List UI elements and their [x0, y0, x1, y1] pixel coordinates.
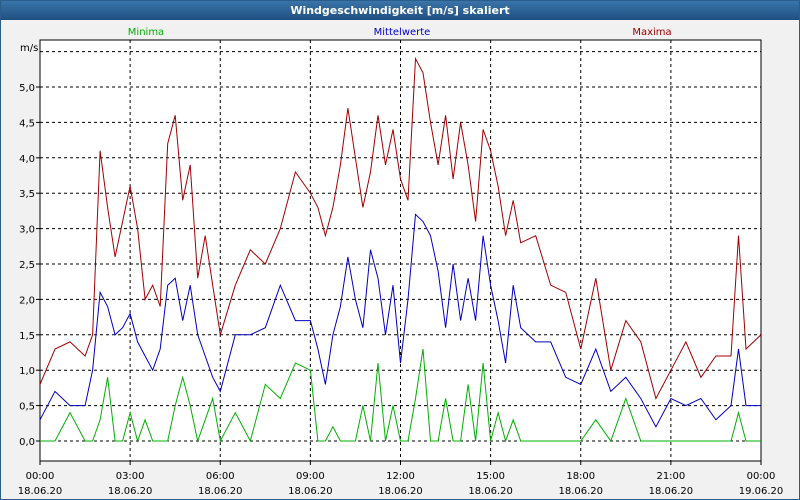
x-tick-date-label: 18.06.20: [198, 486, 243, 497]
y-tick-label: 0,0: [19, 437, 35, 448]
y-axis: m/s 0,0 0,5 1,0 1,5 2,0 2,5 3,0 3,5 4,0 4,5 5,0: [19, 43, 40, 448]
x-tick-time-label: 06:00: [206, 471, 235, 482]
x-tick-time-label: 18:00: [566, 471, 595, 482]
x-tick-date-label: 18.06.20: [378, 486, 423, 497]
y-tick-label: 5,0: [19, 83, 35, 94]
y-axis-unit-label: m/s: [20, 43, 38, 54]
legend-entry-minima: Minima: [128, 27, 164, 38]
series-line-maxima: [39, 56, 762, 400]
y-tick-label: 1,0: [19, 366, 35, 377]
legend-entry-mittelwerte: Mittelwerte: [374, 27, 431, 38]
x-tick-time-label: 15:00: [476, 471, 505, 482]
y-tick-label: 2,0: [19, 295, 35, 306]
y-tick-label: 4,0: [19, 154, 35, 165]
x-tick-time-label: 03:00: [116, 471, 145, 482]
y-tick-label: 2,5: [19, 260, 35, 271]
x-tick-date-label: 18.06.20: [649, 486, 694, 497]
y-tick-label: 3,0: [19, 225, 35, 236]
x-tick-date-label: 18.06.20: [558, 486, 603, 497]
x-tick-time-label: 21:00: [656, 471, 685, 482]
series-lines: [39, 56, 762, 443]
series-line-minima: [40, 348, 761, 443]
legend: Maxima Mittelwerte Minima: [128, 27, 672, 38]
x-tick-date-label: 18.06.20: [288, 486, 333, 497]
y-tick-label: 0,5: [19, 402, 35, 413]
x-tick-time-label: 00:00: [747, 471, 776, 482]
y-tick-label: 3,5: [19, 189, 35, 200]
x-tick-time-label: 09:00: [296, 471, 325, 482]
chart-title: Windgeschwindigkeit [m/s] skaliert: [1, 1, 799, 20]
y-tick-label: 1,5: [19, 331, 35, 342]
x-tick-date-label: 18.06.20: [468, 486, 513, 497]
series-line-mittelwerte: [39, 213, 761, 428]
x-tick-date-label: 18.06.20: [18, 486, 63, 497]
x-tick-date-label: 18.06.20: [108, 486, 153, 497]
x-tick-time-label: 00:00: [26, 471, 55, 482]
x-tick-date-label: 19.06.20: [739, 486, 784, 497]
legend-entry-maxima: Maxima: [632, 27, 671, 38]
x-axis: 00:00 18.06.20 03:00 18.06.20 06:00 18.06.20 0…: [18, 461, 784, 497]
x-tick-time-label: 12:00: [386, 471, 415, 482]
y-tick-label: 4,5: [19, 118, 35, 129]
